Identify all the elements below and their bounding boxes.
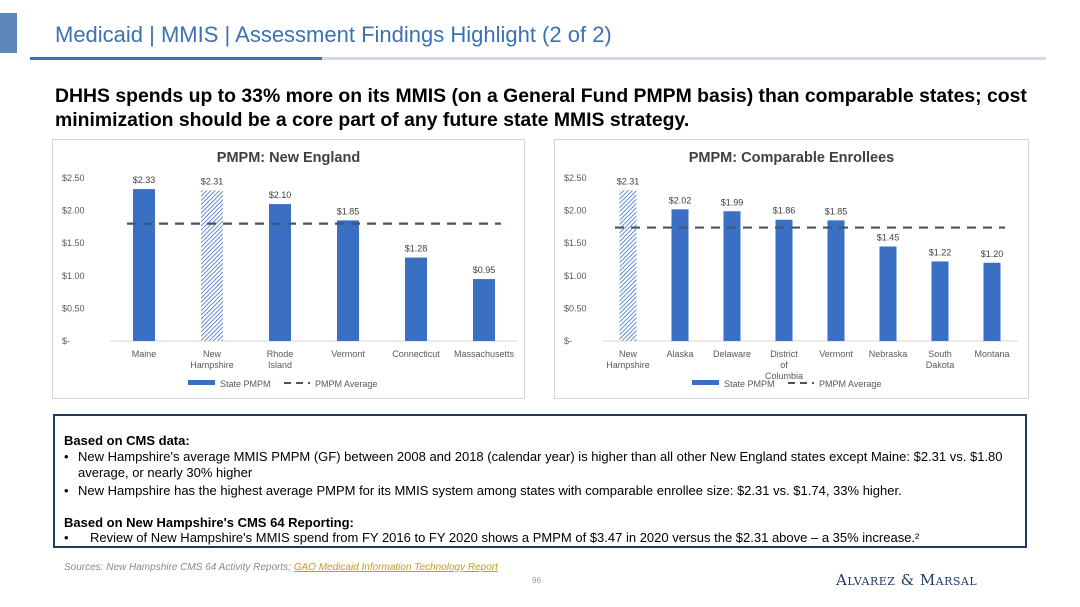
chart1-x-tick-label: New	[203, 349, 222, 359]
chart1-bar	[269, 204, 291, 341]
chart2-bar	[671, 209, 689, 341]
sources-link[interactable]: GAO Medicaid Information Technology Repo…	[293, 562, 498, 573]
chart1-bar	[405, 257, 427, 341]
chart1-x-tick-label: Vermont	[331, 349, 365, 359]
chart1-y-tick-label: $1.50	[62, 238, 85, 248]
chart2-x-tick-label: South	[928, 349, 952, 359]
chart-new-england-svg: PMPM: New England $- $0.50 $1.00 $1.50 $2.00 $…	[62, 150, 518, 389]
chart2-y-tick-label: $2.50	[564, 173, 587, 183]
chart1-data-label: $2.31	[201, 176, 224, 186]
chart-new-england: PMPM: New England $- $0.50 $1.00 $1.50 $2.00 $…	[52, 139, 525, 399]
chart2-data-label: $1.86	[773, 206, 796, 216]
chart2-data-label: $1.20	[981, 249, 1004, 259]
chart1-bar	[201, 190, 223, 341]
chart2-x-tick-label: New	[619, 349, 638, 359]
chart2-x-tick-label: District	[770, 349, 798, 359]
chart2-y-tick-label: $1.00	[564, 271, 587, 281]
bullet-item: • Review of New Hampshire's MMIS spend f…	[64, 530, 1014, 546]
chart-comparable-enrollees-svg: PMPM: Comparable Enrollees $- $0.50 $1.00 $1…	[564, 150, 1018, 389]
chart2-data-label: $1.22	[929, 247, 952, 257]
bullet-item: • New Hampshire has the highest average …	[64, 483, 1014, 499]
chart-comparable-enrollees: PMPM: Comparable Enrollees $- $0.50 $1.00 $1…	[554, 139, 1029, 399]
chart2-x-tick-label: Alaska	[666, 349, 693, 359]
bullet-text: Review of New Hampshire's MMIS spend fro…	[90, 530, 920, 545]
chart2-bar	[619, 190, 637, 341]
chart1-y-tick-label: $2.00	[62, 206, 85, 216]
chart2-bar	[723, 211, 741, 341]
chart1-x-tick-label: Rhode	[267, 349, 294, 359]
chart2-x-tick-label: of	[780, 360, 788, 370]
chart2-data-label: $1.45	[877, 232, 900, 242]
chart1-x-tick-label: Massachusetts	[454, 349, 515, 359]
chart2-x-tick-label: Delaware	[713, 349, 751, 359]
chart1-x-tick-label: Island	[268, 360, 292, 370]
chart2-bar	[931, 261, 949, 341]
chart2-y-tick-label: $0.50	[564, 303, 587, 313]
chart1-y-tick-label: $1.00	[62, 271, 85, 281]
chart1-y-tick-label: $0.50	[62, 303, 85, 313]
chart1-data-label: $2.10	[269, 190, 292, 200]
chart2-bar	[983, 262, 1001, 341]
chart2-data-label: $2.31	[617, 176, 640, 186]
chart2-legend-label: PMPM Average	[819, 379, 881, 389]
chart2-bar	[775, 219, 793, 341]
chart2-x-tick-label: Dakota	[926, 360, 955, 370]
chart2-y-tick-label: $2.00	[564, 206, 587, 216]
chart1-x-tick-label: Connecticut	[392, 349, 440, 359]
chart1-x-tick-label: Hampshire	[190, 360, 234, 370]
chart1-bar	[133, 189, 155, 341]
chart2-legend-swatch-state	[692, 380, 719, 385]
bullet-marker: •	[64, 483, 69, 498]
bullet-item: • New Hampshire's average MMIS PMPM (GF)…	[64, 449, 1014, 481]
chart1-legend-label: PMPM Average	[315, 379, 377, 389]
sources-prefix: Sources: New Hampshire CMS 64 Activity R…	[64, 562, 294, 573]
chart1-title: PMPM: New England	[217, 150, 360, 166]
chart2-title: PMPM: Comparable Enrollees	[689, 150, 894, 166]
chart2-x-tick-label: Vermont	[819, 349, 853, 359]
header-divider	[30, 57, 1046, 60]
chart2-y-tick-label: $1.50	[564, 238, 587, 248]
chart1-legend-label: State PMPM	[220, 379, 271, 389]
chart1-data-label: $2.33	[133, 175, 156, 185]
page-number: 96	[532, 576, 541, 585]
page-title: Medicaid | MMIS | Assessment Findings Hi…	[55, 22, 612, 47]
chart2-data-label: $1.85	[825, 206, 848, 216]
header-divider-accent	[30, 57, 322, 60]
chart2-bar	[827, 220, 845, 341]
chart1-data-label: $1.28	[405, 244, 428, 254]
chart2-data-label: $2.02	[669, 195, 692, 205]
chart1-bar	[337, 220, 359, 341]
chart2-legend-label: State PMPM	[724, 379, 775, 389]
chart1-y-tick-label: $-	[62, 336, 70, 346]
bullet-marker: •	[64, 530, 69, 545]
bullet-marker: •	[64, 449, 69, 464]
header-accent-bar	[0, 13, 17, 53]
chart2-x-tick-label: Nebraska	[869, 349, 908, 359]
bullet-text: New Hampshire has the highest average PM…	[78, 483, 902, 498]
chart1-x-tick-label: Maine	[132, 349, 157, 359]
chart1-data-label: $1.85	[337, 206, 360, 216]
section-cms-data-title: Based on CMS data:	[64, 433, 190, 448]
chart2-data-label: $1.99	[721, 197, 744, 207]
sources-note: Sources: New Hampshire CMS 64 Activity R…	[64, 562, 498, 573]
company-logo: Alvarez & Marsal	[836, 571, 978, 589]
chart2-x-tick-label: Columbia	[765, 371, 803, 381]
bullet-text: New Hampshire's average MMIS PMPM (GF) b…	[78, 449, 1003, 480]
chart1-y-tick-label: $2.50	[62, 173, 85, 183]
chart1-bar	[473, 279, 495, 341]
findings-box: Based on CMS data: • New Hampshire's ave…	[53, 414, 1027, 548]
section-cms64-title: Based on New Hampshire's CMS 64 Reportin…	[64, 515, 354, 530]
chart1-legend-swatch-state	[188, 380, 215, 385]
chart2-y-tick-label: $-	[564, 336, 572, 346]
chart2-bar	[879, 246, 897, 341]
chart1-data-label: $0.95	[473, 265, 496, 275]
chart2-x-tick-label: Montana	[974, 349, 1009, 359]
chart2-x-tick-label: Hampshire	[606, 360, 650, 370]
headline: DHHS spends up to 33% more on its MMIS (…	[55, 85, 1027, 131]
